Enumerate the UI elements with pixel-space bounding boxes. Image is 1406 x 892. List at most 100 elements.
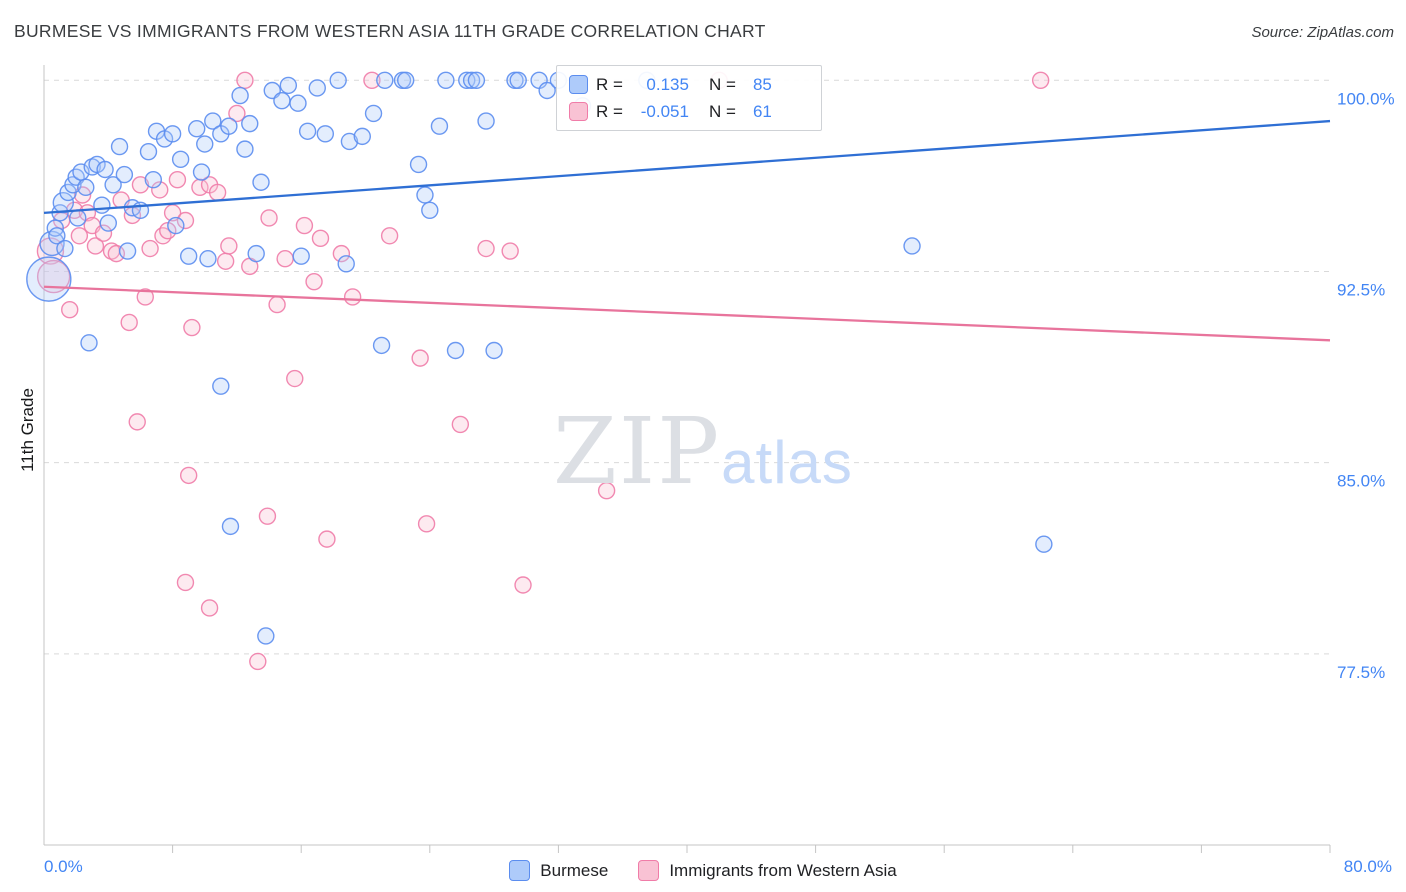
scatter-point-burmese	[26, 256, 72, 302]
scatter-point-immigrants-from-western-asia	[36, 259, 71, 294]
scatter-point-burmese	[204, 112, 222, 130]
scatter-point-burmese	[903, 237, 921, 255]
series-legend: Burmese Immigrants from Western Asia	[0, 860, 1406, 881]
scatter-point-burmese	[372, 336, 391, 355]
scatter-point-immigrants-from-western-asia	[286, 369, 304, 388]
n-value: 85	[752, 74, 772, 94]
scatter-point-immigrants-from-western-asia	[120, 313, 138, 332]
scatter-point-burmese	[110, 137, 129, 156]
western-asia-swatch-icon	[569, 102, 588, 121]
scatter-point-burmese	[462, 71, 481, 89]
western-asia-swatch-icon	[638, 860, 660, 881]
scatter-point-immigrants-from-western-asia	[200, 599, 219, 617]
scatter-point-immigrants-from-western-asia	[258, 507, 277, 525]
scatter-point-immigrants-from-western-asia	[597, 481, 616, 500]
scatter-point-immigrants-from-western-asia	[380, 227, 399, 245]
scatter-point-immigrants-from-western-asia	[176, 573, 195, 592]
scatter-point-burmese	[458, 71, 476, 89]
scatter-point-burmese	[509, 71, 527, 89]
scatter-point-burmese	[364, 104, 383, 123]
legend-row-burmese: R = 0.135 N = 85	[569, 75, 809, 95]
scatter-point-burmese	[1035, 535, 1053, 553]
n-label: N =	[708, 74, 736, 94]
scatter-point-burmese	[430, 117, 449, 135]
scatter-point-burmese	[80, 334, 98, 352]
scatter-point-immigrants-from-western-asia	[417, 515, 436, 533]
y-tick-label: 85.0%	[1337, 472, 1385, 491]
scatter-point-immigrants-from-western-asia	[183, 318, 201, 337]
scatter-point-burmese	[247, 244, 265, 263]
scatter-point-burmese	[279, 76, 298, 95]
scatter-point-burmese	[167, 216, 185, 235]
scatter-point-immigrants-from-western-asia	[151, 181, 169, 199]
scatter-point-immigrants-from-western-asia	[94, 224, 113, 242]
n-label: N =	[708, 101, 736, 121]
scatter-point-burmese	[289, 94, 307, 112]
scatter-point-immigrants-from-western-asia	[141, 239, 159, 258]
r-value: -0.051	[640, 101, 689, 121]
scatter-point-burmese	[221, 517, 240, 536]
scatter-point-burmese	[104, 176, 122, 194]
scatter-point-burmese	[56, 239, 74, 258]
y-tick-label: 92.5%	[1337, 280, 1385, 299]
scatter-point-immigrants-from-western-asia	[318, 530, 336, 548]
scatter-point-immigrants-from-western-asia	[477, 239, 495, 258]
scatter-point-immigrants-from-western-asia	[295, 216, 314, 235]
scatter-point-burmese	[538, 81, 556, 100]
scatter-point-burmese	[199, 250, 217, 268]
scatter-point-burmese	[48, 227, 66, 245]
scatter-point-immigrants-from-western-asia	[305, 272, 323, 291]
scatter-point-burmese	[252, 173, 270, 191]
scatter-point-burmese	[416, 186, 434, 204]
scatter-point-burmese	[83, 158, 101, 176]
scatter-point-immigrants-from-western-asia	[176, 211, 195, 230]
scatter-point-immigrants-from-western-asia	[332, 244, 351, 263]
scatter-point-immigrants-from-western-asia	[411, 349, 429, 367]
r-value: 0.135	[646, 74, 689, 94]
scatter-point-burmese	[337, 255, 355, 273]
scatter-point-burmese	[118, 242, 137, 260]
scatter-point-burmese	[421, 201, 439, 219]
scatter-point-burmese	[477, 112, 495, 130]
scatter-point-immigrants-from-western-asia	[131, 176, 150, 194]
scatter-point-burmese	[220, 117, 238, 135]
scatter-point-immigrants-from-western-asia	[179, 466, 198, 485]
n-value: 61	[752, 101, 772, 121]
scatter-point-burmese	[292, 247, 310, 265]
scatter-point-immigrants-from-western-asia	[168, 171, 187, 189]
scatter-point-burmese	[409, 155, 428, 174]
scatter-point-burmese	[171, 150, 190, 169]
scatter-point-burmese	[376, 71, 394, 89]
scatter-point-immigrants-from-western-asia	[451, 415, 470, 434]
burmese-swatch-icon	[569, 75, 588, 94]
scatter-point-burmese	[139, 142, 158, 161]
legend-item-burmese: Burmese	[509, 860, 608, 881]
y-tick-label: 77.5%	[1337, 663, 1385, 682]
scatter-point-burmese	[241, 114, 259, 133]
scatter-point-burmese	[179, 247, 198, 265]
scatter-point-immigrants-from-western-asia	[514, 576, 532, 594]
scatter-point-burmese	[69, 209, 87, 227]
scatter-point-immigrants-from-western-asia	[70, 227, 89, 245]
scatter-point-burmese	[77, 178, 95, 197]
scatter-point-immigrants-from-western-asia	[61, 301, 79, 319]
burmese-swatch-icon	[509, 860, 531, 881]
scatter-point-burmese	[485, 341, 503, 360]
scatter-point-burmese	[273, 91, 291, 110]
scatter-point-immigrants-from-western-asia	[311, 229, 330, 248]
scatter-point-burmese	[236, 140, 254, 158]
scatter-point-burmese	[340, 132, 359, 151]
scatter-point-burmese	[115, 165, 134, 184]
scatter-point-burmese	[52, 191, 74, 214]
scatter-point-immigrants-from-western-asia	[501, 242, 519, 260]
scatter-point-burmese	[188, 120, 206, 138]
y-axis-title: 11th Grade	[18, 388, 37, 472]
r-label: R =	[596, 101, 623, 121]
scatter-point-burmese	[298, 122, 317, 140]
scatter-point-burmese	[231, 86, 249, 105]
correlation-legend-box: R = 0.135 N = 85 R = -0.051 N = 61	[556, 65, 822, 131]
legend-row-western-asia: R = -0.051 N = 61	[569, 102, 809, 122]
scatter-point-burmese	[329, 71, 347, 89]
y-tick-label: 100.0%	[1337, 89, 1395, 108]
